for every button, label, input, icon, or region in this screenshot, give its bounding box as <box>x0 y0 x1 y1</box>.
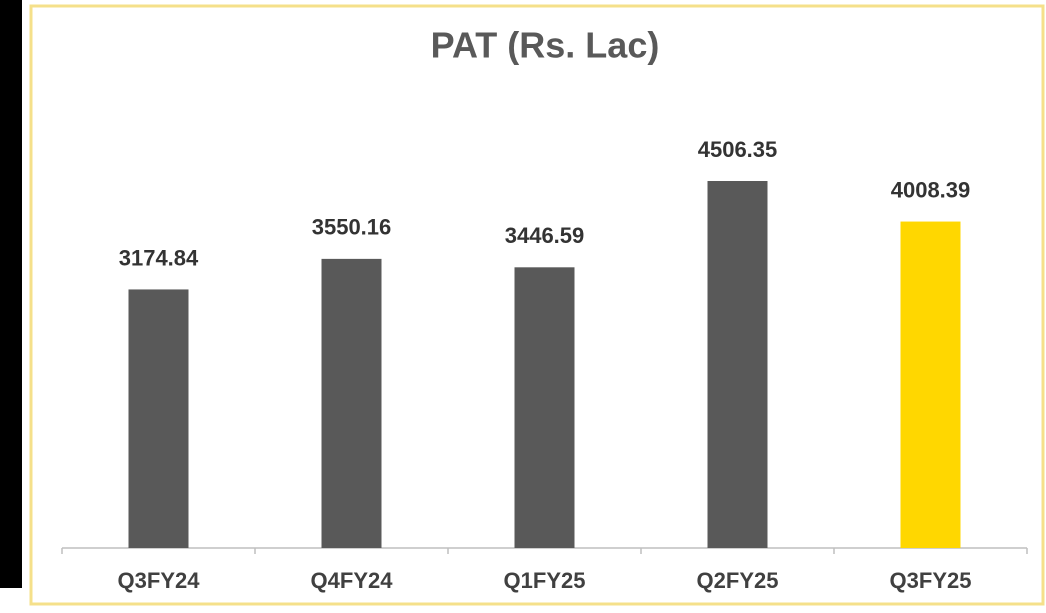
x-tick-label: Q1FY25 <box>504 568 586 593</box>
value-label: 4506.35 <box>698 137 778 162</box>
bar <box>707 181 768 548</box>
value-label: 4008.39 <box>891 177 971 202</box>
x-tick-label: Q3FY24 <box>118 568 201 593</box>
value-label: 3550.16 <box>312 215 392 240</box>
value-label: 3174.84 <box>119 245 199 270</box>
x-tick-label: Q3FY25 <box>890 568 972 593</box>
bar <box>128 289 189 548</box>
x-tick-label: Q4FY24 <box>311 568 394 593</box>
bar <box>900 221 961 548</box>
bar <box>321 258 382 548</box>
left-edge <box>0 0 22 588</box>
chart-title: PAT (Rs. Lac) <box>431 25 660 66</box>
value-label: 3446.59 <box>505 223 585 248</box>
x-tick-label: Q2FY25 <box>697 568 779 593</box>
bar <box>514 267 575 548</box>
